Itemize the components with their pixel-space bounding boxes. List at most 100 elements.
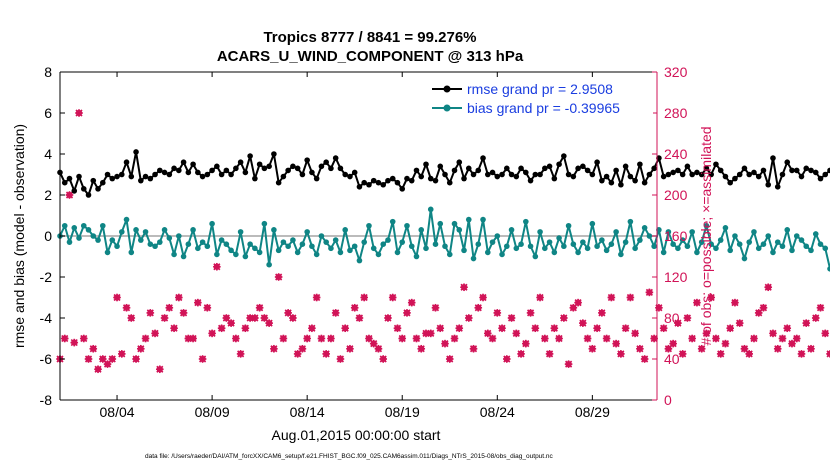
rmse-point — [618, 181, 624, 188]
rmse-point — [798, 173, 805, 180]
rmse-point — [741, 165, 748, 172]
bias-point — [427, 206, 434, 213]
obs-assimilated-marker — [194, 298, 202, 307]
rmse-point — [423, 161, 429, 168]
rmse-point — [494, 173, 501, 180]
x-tick-label: 08/04 — [100, 404, 135, 420]
rmse-point — [195, 169, 201, 176]
bias-point — [646, 233, 653, 239]
obs-assimilated-marker — [721, 339, 730, 348]
bias-point — [713, 245, 719, 252]
rmse-point — [584, 167, 591, 174]
bias-point — [736, 241, 743, 247]
y-tick-label-right: 120 — [664, 269, 688, 285]
obs-assimilated-marker — [683, 314, 692, 322]
footer-data-file: data file: /Users/raeder/DAI/ATM_forcXX/… — [145, 453, 554, 460]
obs-assimilated-marker — [227, 319, 235, 327]
rmse-point — [646, 171, 653, 178]
rmse-point — [527, 177, 534, 184]
bias-point — [532, 253, 539, 260]
legend-box — [428, 78, 653, 120]
bias-point — [798, 237, 805, 243]
obs-assimilated-marker — [636, 344, 644, 353]
obs-assimilated-marker — [674, 319, 682, 327]
bias-point — [461, 247, 467, 254]
rmse-point — [356, 184, 363, 190]
bias-point — [214, 251, 220, 258]
obs-assimilated-marker — [412, 334, 421, 343]
rmse-point — [394, 179, 401, 186]
obs-assimilated-marker — [545, 350, 554, 358]
obs-assimilated-marker — [745, 350, 754, 358]
bias-point — [518, 241, 524, 247]
bias-point — [689, 229, 695, 235]
rmse-point — [627, 173, 634, 180]
obs-assimilated-marker — [213, 262, 221, 271]
rmse-point — [337, 165, 344, 172]
rmse-point — [199, 173, 206, 180]
y-tick-label-left: 2 — [44, 187, 52, 203]
rmse-point — [580, 163, 586, 170]
y-tick-label-right: 160 — [664, 228, 688, 244]
obs-assimilated-marker — [502, 355, 511, 363]
rmse-point — [751, 169, 757, 176]
rmse-point — [95, 186, 101, 192]
rmse-point — [755, 173, 762, 180]
rmse-point — [342, 171, 348, 178]
obs-assimilated-marker — [393, 324, 402, 333]
bias-point — [755, 245, 762, 252]
bias-point — [104, 249, 111, 256]
bias-point — [675, 245, 681, 252]
obs-assimilated-marker — [821, 329, 830, 338]
rmse-point — [784, 159, 791, 165]
obs-assimilated-marker — [488, 334, 497, 343]
y-tick-label-left: 6 — [44, 105, 52, 121]
bias-point — [123, 216, 130, 223]
bias-point — [380, 241, 387, 247]
bias-point — [199, 239, 206, 245]
bias-point — [717, 237, 724, 243]
obs-assimilated-marker — [493, 309, 502, 317]
bias-point — [803, 243, 810, 250]
obs-assimilated-marker — [764, 283, 773, 292]
obs-assimilated-marker — [327, 334, 335, 343]
bias-point — [470, 255, 477, 262]
bias-point — [418, 227, 425, 233]
bias-point — [218, 237, 225, 243]
obs-assimilated-marker — [450, 334, 459, 343]
y-tick-label-right: 80 — [664, 310, 680, 326]
obs-assimilated-marker — [336, 355, 345, 363]
bias-point — [318, 233, 325, 239]
rmse-point — [827, 167, 830, 174]
bias-point — [423, 245, 429, 252]
obs-assimilated-marker — [612, 339, 620, 348]
bias-point — [247, 241, 253, 247]
rmse-point — [651, 165, 657, 172]
bias-point — [389, 218, 396, 225]
rmse-point — [475, 167, 482, 174]
obs-assimilated-marker — [626, 293, 635, 302]
bias-point — [332, 237, 339, 243]
obs-assimilated-marker — [89, 344, 98, 353]
obs-assimilated-marker — [550, 324, 559, 333]
bias-point — [152, 243, 158, 250]
rmse-point — [309, 169, 315, 176]
obs-assimilated-marker — [341, 324, 349, 333]
obs-assimilated-marker — [455, 324, 464, 333]
rmse-point — [370, 177, 377, 184]
bias-point — [741, 255, 748, 262]
bias-point — [370, 245, 377, 252]
y-tick-label-right: 280 — [664, 105, 688, 121]
rmse-point — [660, 173, 667, 180]
bias-point — [446, 251, 453, 258]
obs-assimilated-marker — [621, 324, 630, 333]
rmse-point — [80, 186, 87, 192]
bias-point — [580, 239, 586, 245]
obs-assimilated-marker — [659, 324, 668, 333]
bias-point — [394, 249, 401, 256]
rmse-point — [542, 165, 548, 172]
bias-point — [565, 222, 572, 229]
rmse-point — [90, 177, 97, 184]
obs-assimilated-marker — [792, 334, 801, 343]
rmse-point — [765, 181, 772, 188]
